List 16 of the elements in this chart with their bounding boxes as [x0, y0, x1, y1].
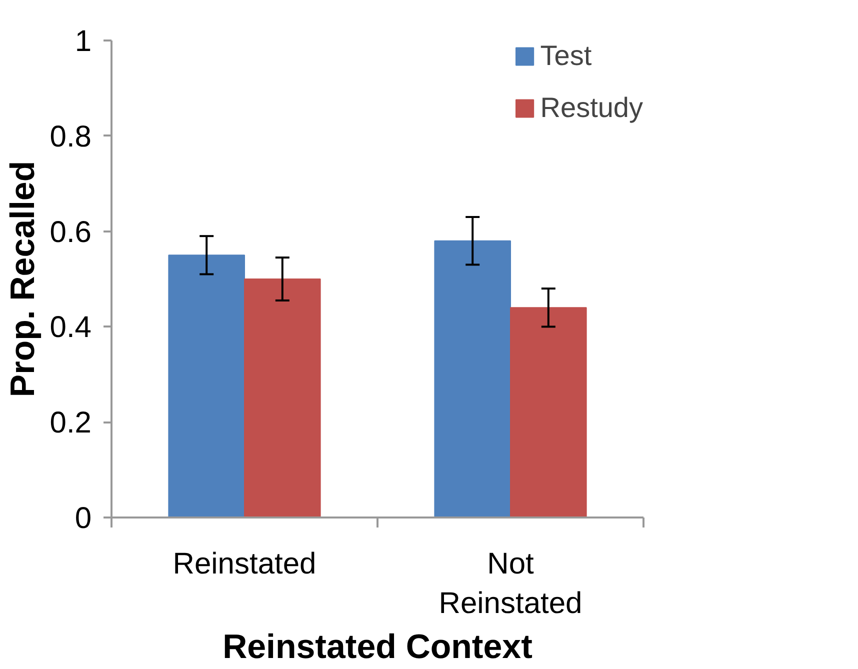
y-tick-label: 0.4 [50, 311, 92, 344]
bar [168, 254, 245, 518]
x-tick-label: Not Reinstated [438, 548, 582, 620]
y-tick-label: 0 [74, 502, 92, 535]
bar [434, 240, 511, 518]
bar [244, 278, 321, 518]
y-tick-label: 1 [74, 25, 92, 58]
legend-label: Restudy [540, 92, 643, 124]
y-tick-label: 0.6 [50, 216, 92, 249]
bar [510, 307, 587, 518]
y-tick-label: 0.2 [50, 406, 92, 440]
x-axis-title: Reinstated Context [222, 628, 532, 666]
legend-label: Test [540, 40, 592, 72]
y-tick-label: 0.8 [50, 120, 92, 154]
x-tick-label: Reinstated [172, 548, 316, 580]
y-axis-title: Prop. Recalled [4, 160, 42, 398]
